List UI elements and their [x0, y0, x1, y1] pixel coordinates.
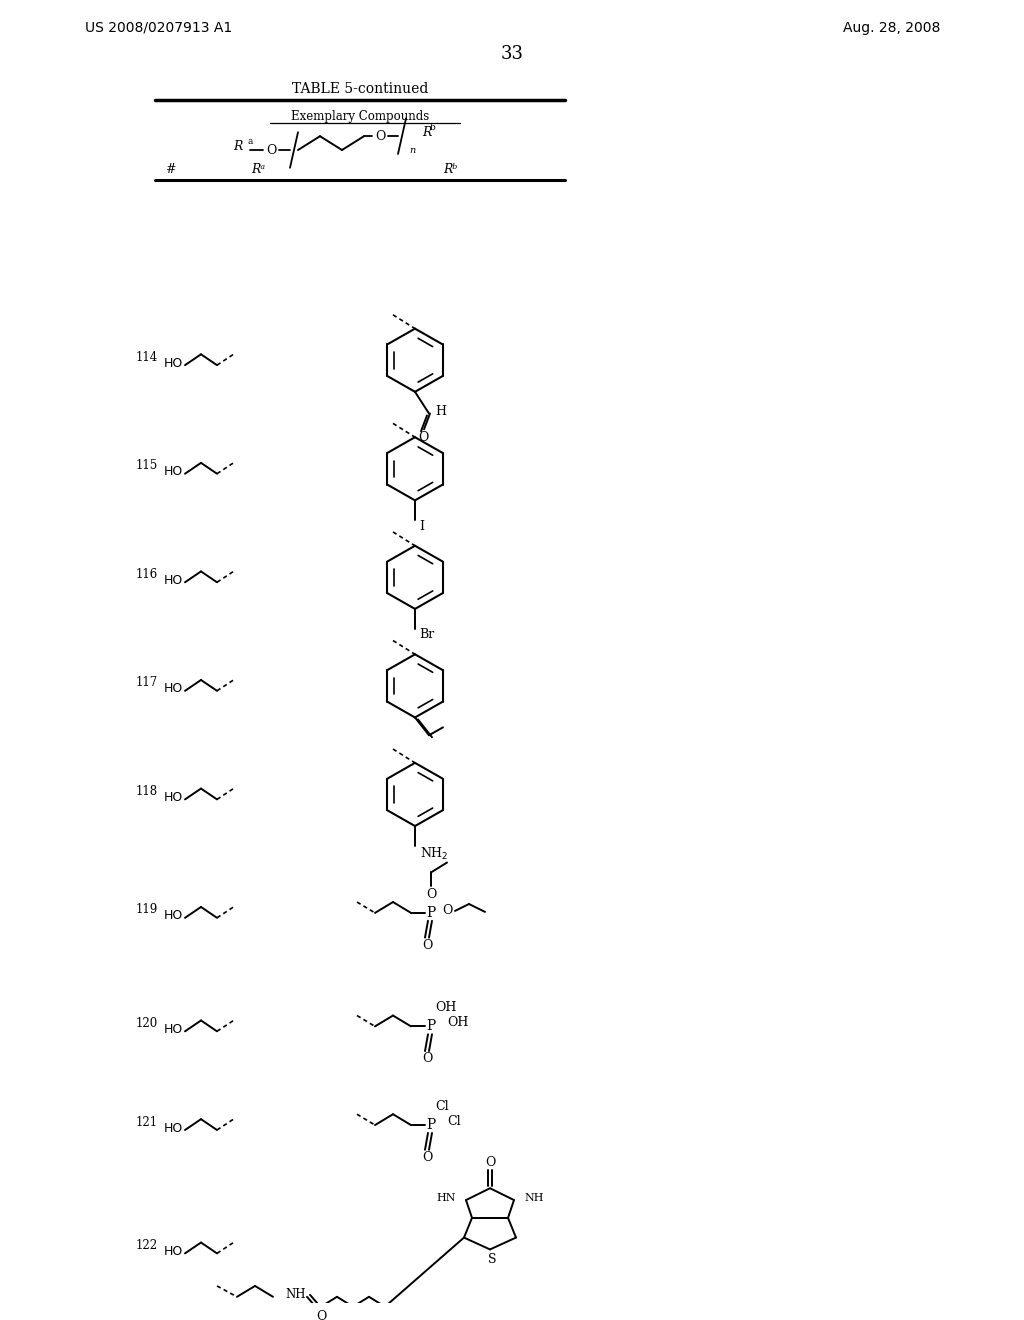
Text: R: R — [233, 140, 243, 153]
Text: 118: 118 — [136, 785, 158, 799]
Text: O: O — [441, 904, 453, 917]
Text: O: O — [418, 430, 428, 444]
Text: #: # — [165, 164, 175, 177]
Text: Br: Br — [419, 628, 434, 642]
Text: P: P — [426, 906, 435, 920]
Text: O: O — [422, 1052, 432, 1065]
Text: OH: OH — [447, 1016, 468, 1028]
Text: Exemplary Compounds: Exemplary Compounds — [291, 110, 429, 123]
Text: TABLE 5-continued: TABLE 5-continued — [292, 82, 428, 96]
Text: HO: HO — [164, 1023, 183, 1036]
Text: 120: 120 — [136, 1016, 158, 1030]
Text: a: a — [248, 137, 253, 145]
Text: HO: HO — [164, 465, 183, 478]
Text: O: O — [422, 1151, 432, 1164]
Text: Cl: Cl — [435, 1100, 449, 1113]
Text: HO: HO — [164, 574, 183, 587]
Text: 116: 116 — [136, 568, 158, 581]
Text: P: P — [426, 1118, 435, 1133]
Text: HO: HO — [164, 791, 183, 804]
Text: NH$_2$: NH$_2$ — [420, 846, 449, 862]
Text: HO: HO — [164, 682, 183, 696]
Text: b: b — [430, 123, 436, 132]
Text: HO: HO — [164, 1245, 183, 1258]
Text: HN: HN — [436, 1193, 456, 1203]
Text: HO: HO — [164, 1122, 183, 1134]
Text: n: n — [409, 145, 415, 154]
Text: P: P — [426, 1019, 435, 1034]
Text: Aug. 28, 2008: Aug. 28, 2008 — [843, 21, 940, 34]
Text: O: O — [266, 144, 276, 157]
Text: Rᵇ: Rᵇ — [442, 164, 457, 177]
Text: O: O — [426, 887, 436, 900]
Text: HO: HO — [164, 909, 183, 923]
Text: O: O — [375, 129, 385, 143]
Text: 114: 114 — [136, 351, 158, 364]
Text: 115: 115 — [136, 459, 158, 473]
Text: O: O — [315, 1309, 327, 1320]
Text: Rᵃ: Rᵃ — [251, 164, 265, 177]
Text: HO: HO — [164, 356, 183, 370]
Text: 119: 119 — [136, 903, 158, 916]
Text: H: H — [435, 405, 446, 418]
Text: 121: 121 — [136, 1115, 158, 1129]
Text: I: I — [419, 520, 424, 532]
Text: 33: 33 — [501, 45, 523, 63]
Text: R: R — [422, 125, 431, 139]
Text: 122: 122 — [136, 1239, 158, 1251]
Text: OH: OH — [435, 1001, 457, 1014]
Text: US 2008/0207913 A1: US 2008/0207913 A1 — [85, 21, 232, 34]
Text: NH: NH — [285, 1288, 305, 1302]
Text: Cl: Cl — [447, 1114, 461, 1127]
Text: O: O — [484, 1156, 496, 1170]
Text: S: S — [487, 1253, 497, 1266]
Text: 117: 117 — [136, 676, 158, 689]
Text: NH: NH — [524, 1193, 544, 1203]
Text: O: O — [422, 939, 432, 952]
